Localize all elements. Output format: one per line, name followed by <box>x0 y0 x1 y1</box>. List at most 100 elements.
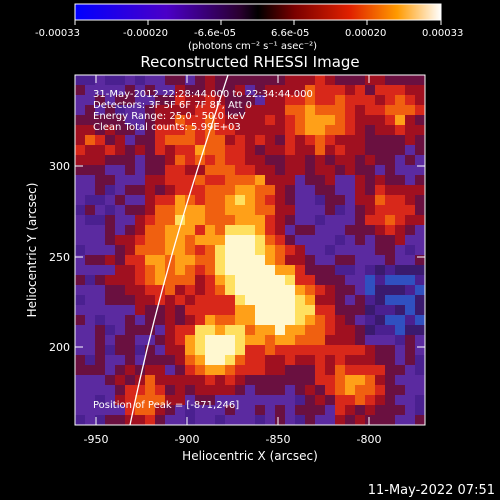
image-pixel <box>345 135 356 146</box>
image-pixel <box>245 385 256 396</box>
image-pixel <box>335 215 346 226</box>
image-pixel <box>165 75 176 86</box>
image-pixel <box>355 245 366 256</box>
image-pixel <box>345 105 356 116</box>
image-pixel <box>235 125 246 136</box>
image-pixel <box>145 245 156 256</box>
image-pixel <box>265 325 276 336</box>
image-pixel <box>265 195 276 206</box>
image-pixel <box>235 385 246 396</box>
image-pixel <box>105 295 116 306</box>
image-pixel <box>245 95 256 106</box>
image-pixel <box>335 145 346 156</box>
image-pixel <box>75 315 86 326</box>
image-pixel <box>275 275 286 286</box>
image-pixel <box>85 275 96 286</box>
image-pixel <box>245 365 256 376</box>
image-pixel <box>145 95 156 106</box>
image-pixel <box>375 295 386 306</box>
image-pixel <box>335 325 346 336</box>
image-pixel <box>195 185 206 196</box>
image-pixel <box>315 325 326 336</box>
image-pixel <box>375 405 386 416</box>
image-pixel <box>225 205 236 216</box>
image-pixel <box>335 385 346 396</box>
image-pixel <box>315 235 326 246</box>
image-pixel <box>315 85 326 96</box>
image-pixel <box>395 115 406 126</box>
image-pixel <box>215 275 226 286</box>
image-pixel <box>325 415 336 425</box>
image-pixel <box>105 315 116 326</box>
image-pixel <box>275 375 286 386</box>
image-pixel <box>405 345 416 356</box>
image-pixel <box>235 95 246 106</box>
image-pixel <box>375 385 386 396</box>
image-pixel <box>155 315 166 326</box>
image-pixel <box>105 175 116 186</box>
image-pixel <box>105 85 116 96</box>
image-pixel <box>395 385 406 396</box>
image-pixel <box>225 245 236 256</box>
image-pixel <box>375 265 386 276</box>
image-pixel <box>275 295 286 306</box>
image-pixel <box>145 205 156 216</box>
image-pixel <box>415 245 425 256</box>
image-pixel <box>115 195 126 206</box>
image-pixel <box>135 235 146 246</box>
image-pixel <box>355 385 366 396</box>
image-pixel <box>405 85 416 96</box>
image-pixel <box>75 395 86 406</box>
image-pixel <box>305 365 316 376</box>
image-pixel <box>145 195 156 206</box>
image-pixel <box>175 275 186 286</box>
image-pixel <box>325 295 336 306</box>
image-pixel <box>145 115 156 126</box>
image-pixel <box>135 95 146 106</box>
image-pixel <box>225 85 236 96</box>
image-pixel <box>385 245 396 256</box>
image-pixel <box>295 175 306 186</box>
image-pixel <box>405 375 416 386</box>
image-pixel <box>255 345 266 356</box>
image-pixel <box>415 385 425 396</box>
image-pixel <box>125 255 136 266</box>
image-pixel <box>255 165 266 176</box>
image-pixel <box>295 145 306 156</box>
image-pixel <box>355 105 366 116</box>
x-tick-label: -800 <box>357 433 382 446</box>
image-pixel <box>415 145 425 156</box>
image-pixel <box>85 295 96 306</box>
image-pixel <box>375 415 386 425</box>
image-pixel <box>325 235 336 246</box>
image-pixel <box>75 285 86 296</box>
image-pixel <box>285 125 296 136</box>
image-pixel <box>335 315 346 326</box>
image-pixel <box>75 415 86 425</box>
image-pixel <box>355 355 366 366</box>
image-pixel <box>295 375 306 386</box>
image-pixel <box>275 315 286 326</box>
image-pixel <box>415 395 425 406</box>
image-pixel <box>95 395 106 406</box>
image-pixel <box>225 115 236 126</box>
image-pixel <box>265 415 276 425</box>
image-pixel <box>395 345 406 356</box>
image-pixel <box>395 215 406 226</box>
image-pixel <box>265 135 276 146</box>
image-pixel <box>305 205 316 216</box>
image-pixel <box>265 265 276 276</box>
image-pixel <box>235 115 246 126</box>
image-pixel <box>185 215 196 226</box>
image-pixel <box>125 165 136 176</box>
image-pixel <box>235 325 246 336</box>
image-pixel <box>255 285 266 296</box>
image-pixel <box>245 235 256 246</box>
image-pixel <box>415 165 425 176</box>
image-pixel <box>95 75 106 86</box>
image-pixel <box>195 195 206 206</box>
image-pixel <box>145 235 156 246</box>
image-pixel <box>355 215 366 226</box>
image-pixel <box>305 85 316 96</box>
image-pixel <box>155 165 166 176</box>
